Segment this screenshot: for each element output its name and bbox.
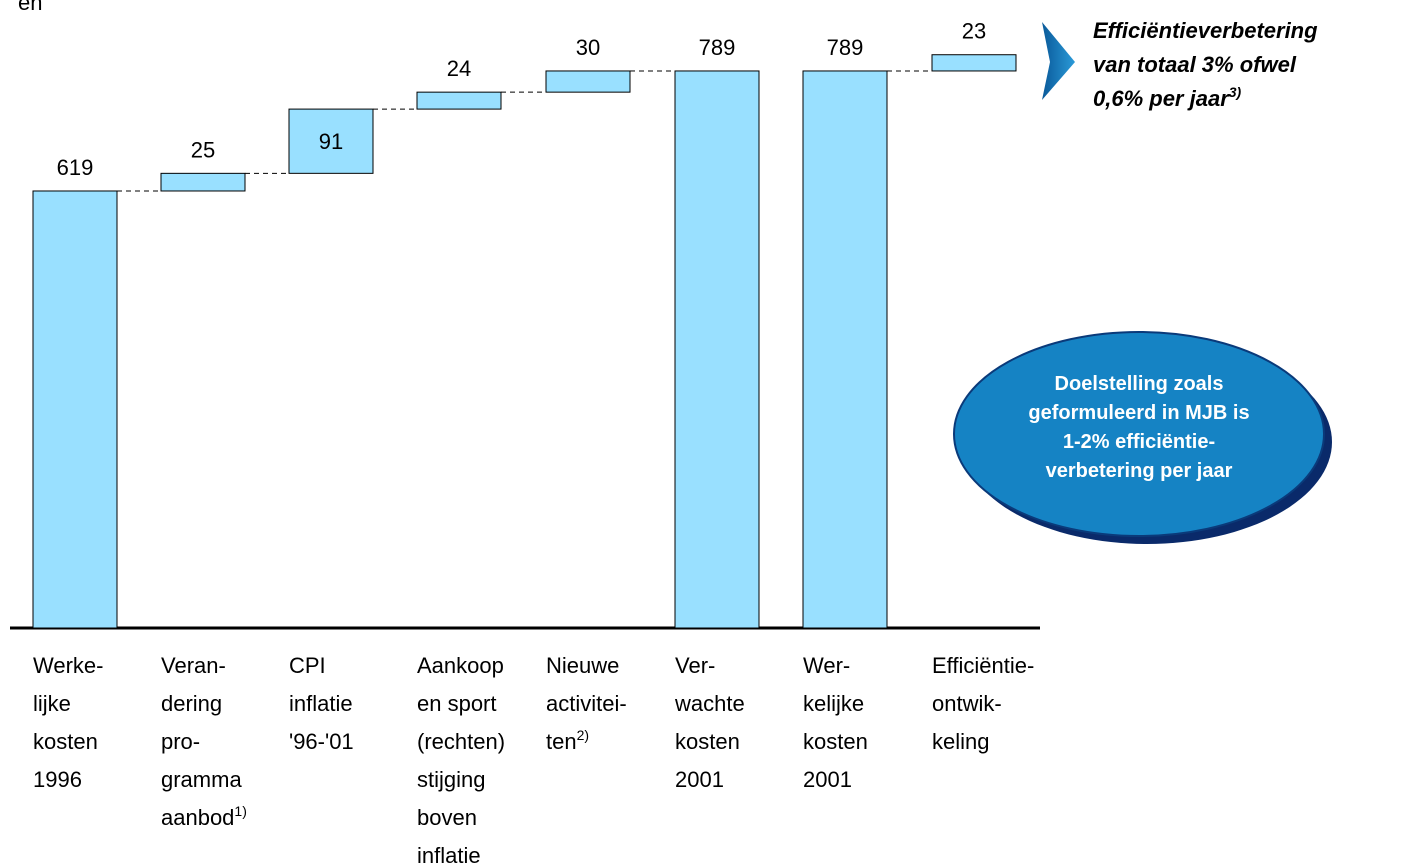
- value-label: 91: [319, 129, 343, 154]
- x-tick-label: gramma: [161, 767, 242, 792]
- x-tick-label: stijging: [417, 767, 485, 792]
- x-tick-label-text: Veran-: [161, 653, 226, 678]
- x-tick-label-text: Efficiëntie-: [932, 653, 1034, 678]
- x-tick-label: 2001: [675, 767, 724, 792]
- x-tick-label-text: gramma: [161, 767, 242, 792]
- x-tick-label-text: 2001: [675, 767, 724, 792]
- x-tick-label: CPI: [289, 653, 326, 678]
- x-tick-label-text: ten: [546, 729, 577, 754]
- value-label: 789: [827, 35, 864, 60]
- x-tick-label: kelijke: [803, 691, 864, 716]
- x-tick-label-text: Ver-: [675, 653, 715, 678]
- x-tick-label-text: inflatie: [289, 691, 353, 716]
- bar: [545, 70, 631, 93]
- bar: [931, 54, 1017, 72]
- x-tick-label-text: kosten: [675, 729, 740, 754]
- x-tick-label: aanbod1): [161, 803, 247, 830]
- x-tick-label: ten2): [546, 727, 589, 754]
- x-tick-label-text: aanbod: [161, 805, 234, 830]
- bar: [674, 70, 760, 629]
- x-tick-label: '96-'01: [289, 729, 354, 754]
- x-tick-label: inflatie: [289, 691, 353, 716]
- x-tick-label: lijke: [33, 691, 71, 716]
- x-tick-label: boven: [417, 805, 477, 830]
- x-tick-label-text: inflatie: [417, 843, 481, 863]
- bubble-text: Doelstelling zoals: [1055, 373, 1224, 395]
- x-tick-label: Veran-: [161, 653, 226, 678]
- x-tick-label: inflatie: [417, 843, 481, 863]
- x-tick-label: Nieuwe: [546, 653, 619, 678]
- x-tick-label-text: en sport: [417, 691, 497, 716]
- x-tick-label-text: CPI: [289, 653, 326, 678]
- x-tick-label: Efficiëntie-: [932, 653, 1034, 678]
- bubble-text: 1-2% efficiëntie-: [1063, 431, 1215, 453]
- x-tick-label-text: keling: [932, 729, 989, 754]
- bar: [160, 172, 246, 192]
- x-tick-label: Wer-: [803, 653, 850, 678]
- x-tick-label-text: (rechten): [417, 729, 505, 754]
- value-label: 30: [576, 35, 600, 60]
- x-tick-label: dering: [161, 691, 222, 716]
- callout-text-text: van totaal 3% ofwel: [1093, 52, 1297, 77]
- callout-text: van totaal 3% ofwel: [1093, 52, 1297, 77]
- x-tick-label-text: wachte: [674, 691, 745, 716]
- x-tick-label-text: kelijke: [803, 691, 864, 716]
- title: en: [18, 0, 42, 15]
- x-tick-label: en sport: [417, 691, 497, 716]
- x-tick-label: kosten: [803, 729, 868, 754]
- bar: [288, 108, 374, 174]
- x-tick-label-text: kosten: [803, 729, 868, 754]
- x-tick-label: wachte: [674, 691, 745, 716]
- x-tick-label-text: lijke: [33, 691, 71, 716]
- value-label: 789: [699, 35, 736, 60]
- callout-text-text: 0,6% per jaar: [1093, 86, 1230, 111]
- x-tick-label-text: activitei-: [546, 691, 627, 716]
- x-tick-label: Werke-: [33, 653, 104, 678]
- value-label: 25: [191, 137, 215, 162]
- x-tick-label: 2001: [803, 767, 852, 792]
- bubble-text: verbetering per jaar: [1046, 460, 1233, 482]
- bar: [416, 91, 502, 110]
- x-tick-label-text: 1996: [33, 767, 82, 792]
- footnote-mark: 2): [577, 727, 589, 743]
- x-tick-label-text: pro-: [161, 729, 200, 754]
- value-label: 24: [447, 56, 471, 81]
- bar: [802, 70, 888, 629]
- x-tick-label-text: Aankoop: [417, 653, 504, 678]
- x-tick-label-text: boven: [417, 805, 477, 830]
- x-tick-label-text: Werke-: [33, 653, 104, 678]
- x-tick-label: 1996: [33, 767, 82, 792]
- callout-text: 0,6% per jaar3): [1093, 84, 1242, 111]
- x-tick-label-text: stijging: [417, 767, 485, 792]
- x-tick-label-text: '96-'01: [289, 729, 354, 754]
- x-tick-label: kosten: [675, 729, 740, 754]
- x-tick-label-text: Wer-: [803, 653, 850, 678]
- x-tick-label-text: ontwik-: [932, 691, 1002, 716]
- bubble-text: geformuleerd in MJB is: [1028, 402, 1249, 424]
- x-tick-label-text: dering: [161, 691, 222, 716]
- x-tick-label: Ver-: [675, 653, 715, 678]
- footnote-mark: 3): [1229, 84, 1242, 100]
- x-tick-label: (rechten): [417, 729, 505, 754]
- arrow: [1042, 22, 1075, 100]
- x-tick-label: Aankoop: [417, 653, 504, 678]
- value-label: 23: [962, 19, 986, 44]
- callout-text: Efficiëntieverbetering: [1093, 18, 1318, 43]
- x-tick-label: activitei-: [546, 691, 627, 716]
- x-tick-label-text: 2001: [803, 767, 852, 792]
- footnote-mark: 1): [234, 803, 246, 819]
- callout-text-text: Efficiëntieverbetering: [1093, 18, 1318, 43]
- value-label: 619: [57, 155, 94, 180]
- x-tick-label: pro-: [161, 729, 200, 754]
- x-tick-label-text: Nieuwe: [546, 653, 619, 678]
- x-tick-label: keling: [932, 729, 989, 754]
- x-tick-label: kosten: [33, 729, 98, 754]
- x-tick-label: ontwik-: [932, 691, 1002, 716]
- bubble: [953, 331, 1325, 537]
- bar: [32, 190, 118, 629]
- x-tick-label-text: kosten: [33, 729, 98, 754]
